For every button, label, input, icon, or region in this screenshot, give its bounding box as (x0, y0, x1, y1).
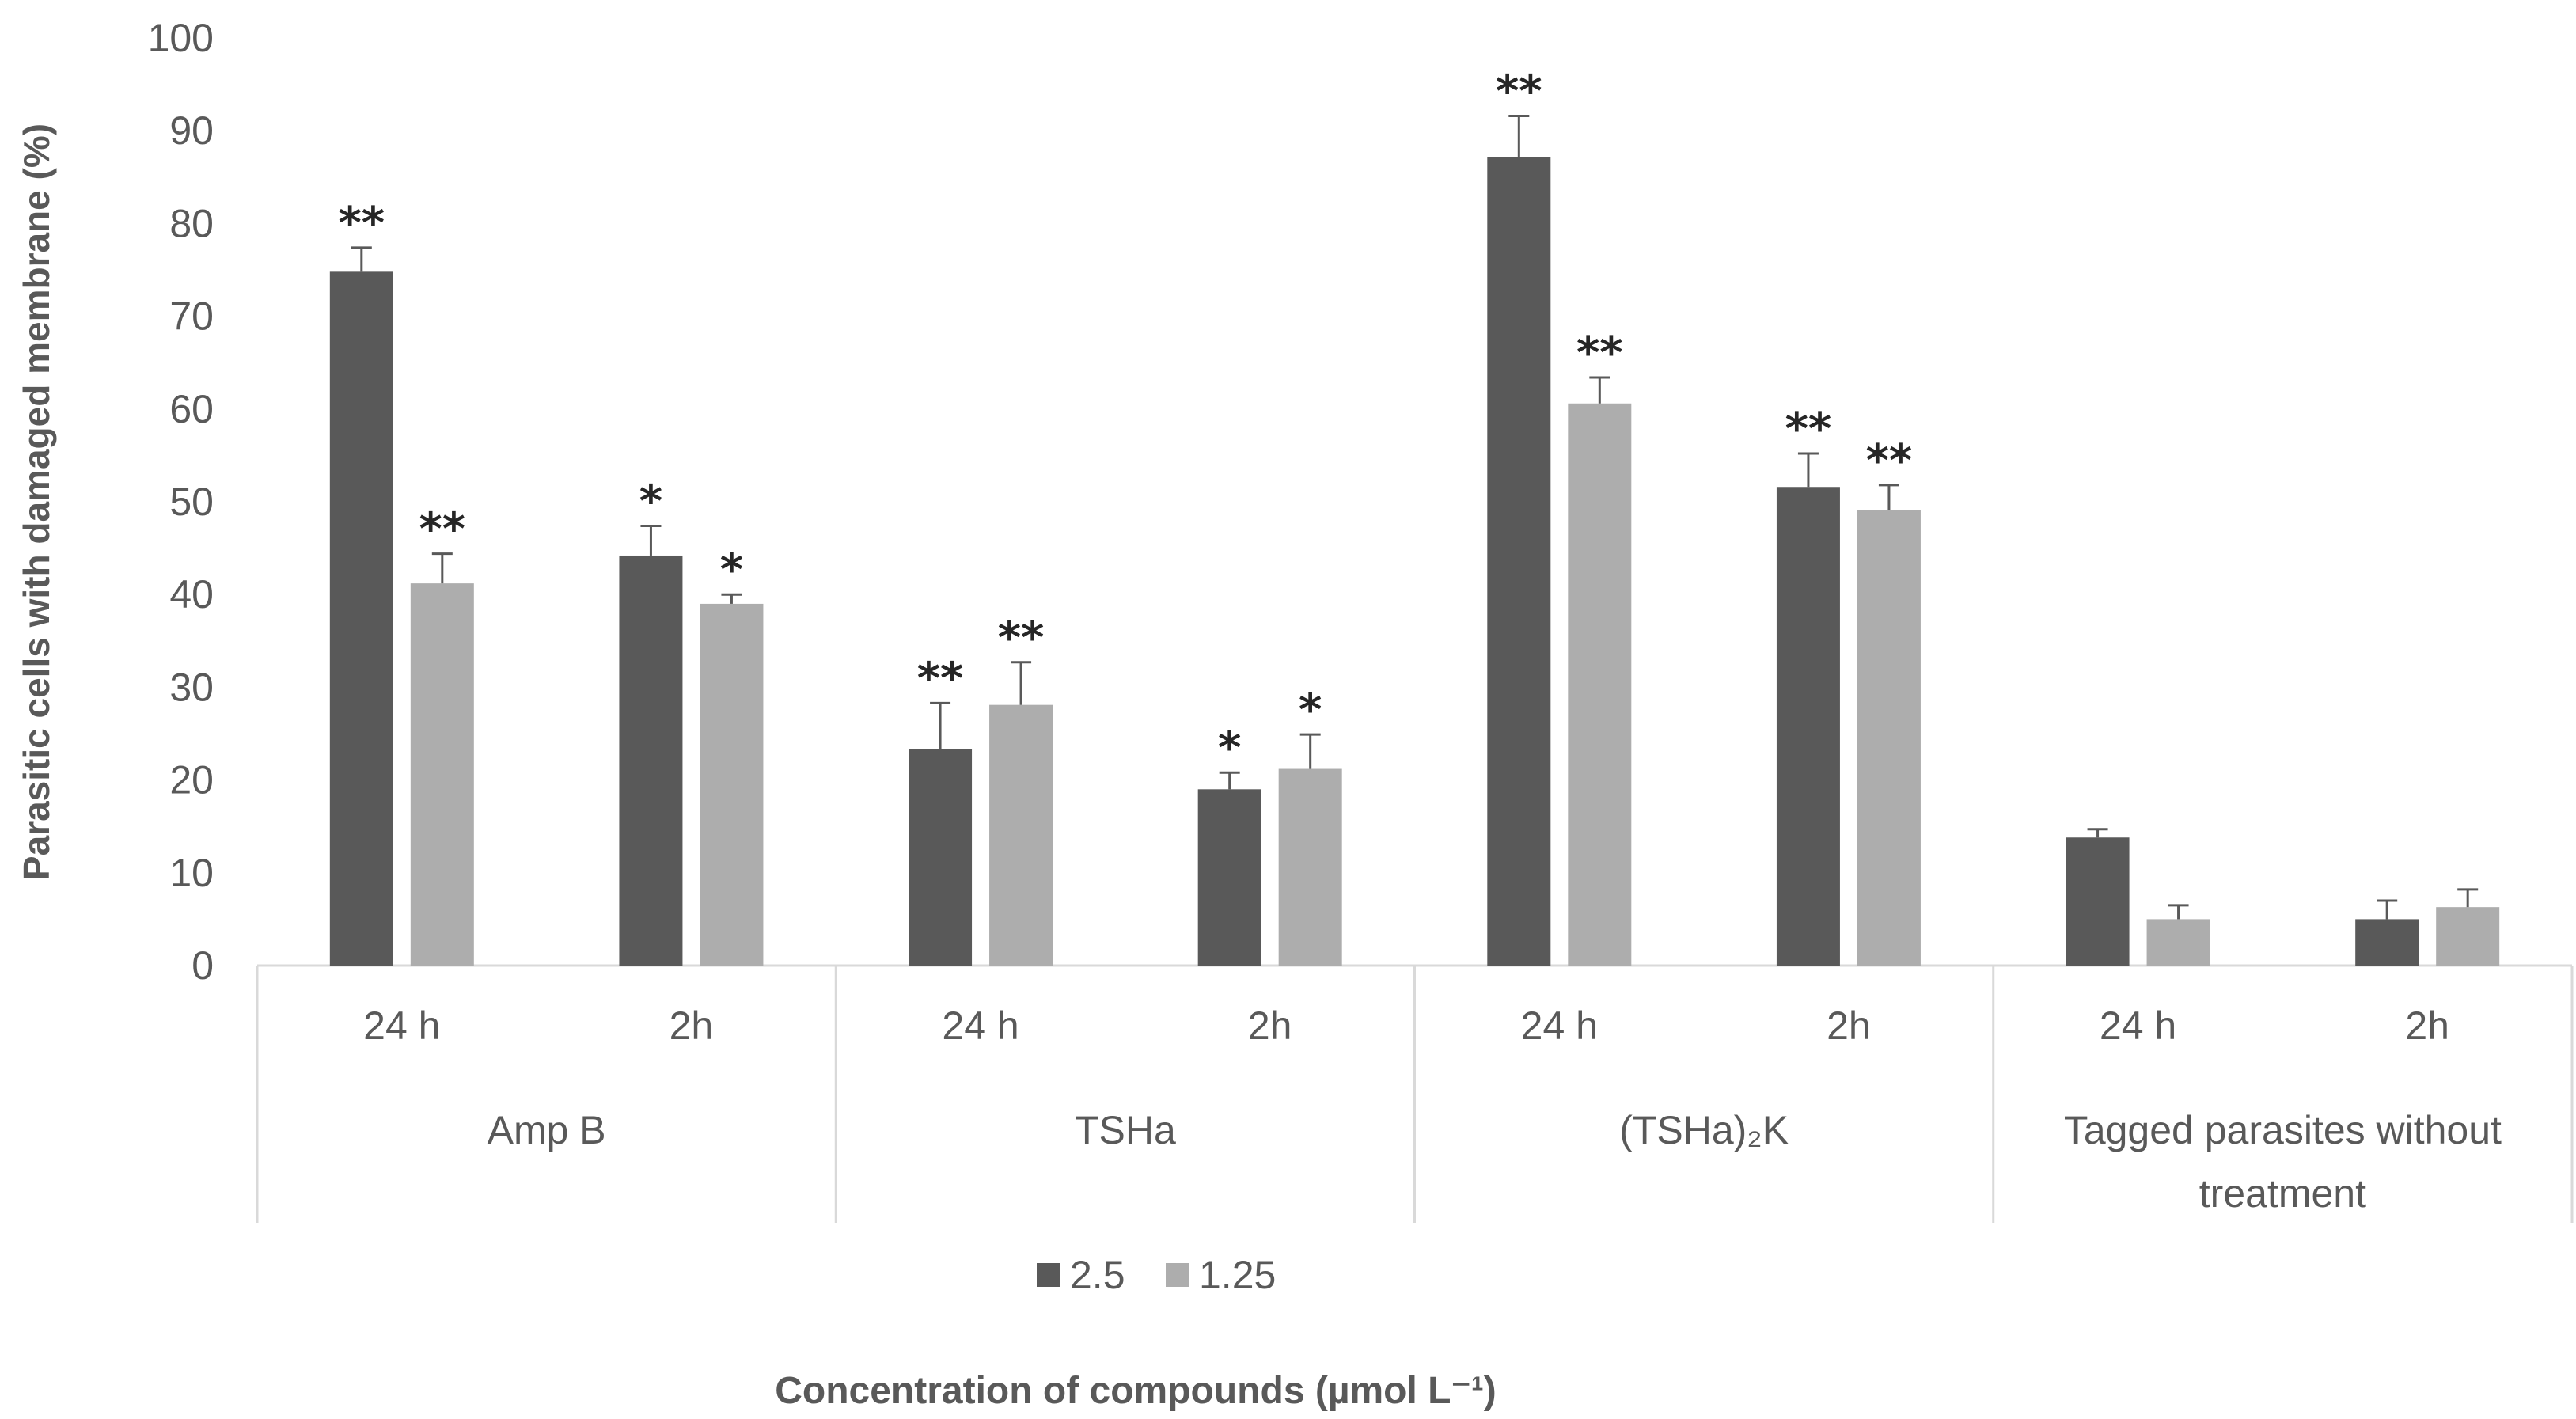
y-axis-title: Parasitic cells with damaged membrane (%… (16, 123, 57, 880)
bar-series-1.25 (700, 603, 764, 966)
x-tick-label: 24 h (363, 1004, 440, 1048)
y-tick-label: 70 (169, 294, 214, 339)
legend-label: 2.5 (1070, 1253, 1125, 1297)
group-label: Amp B (488, 1108, 606, 1152)
bar-series-1.25 (989, 704, 1053, 966)
group-label: (TSHa)₂K (1619, 1108, 1789, 1152)
significance-marker: * (1218, 723, 1241, 774)
significance-marker: ** (917, 653, 964, 704)
significance-marker: ** (1785, 404, 1832, 455)
x-tick-label: 2h (2405, 1004, 2449, 1048)
bar-series-2.5 (2066, 837, 2130, 966)
bar-series-1.25 (2146, 919, 2210, 966)
group-label: TSHa (1075, 1108, 1176, 1152)
error-bars (351, 114, 2479, 920)
legend-swatch (1037, 1263, 1060, 1287)
y-tick-label: 20 (169, 758, 214, 802)
significance-marker: ** (998, 613, 1045, 664)
y-tick-label: 50 (169, 480, 214, 524)
group-label: Tagged parasites without (2064, 1108, 2502, 1152)
y-tick-label: 90 (169, 108, 214, 153)
legend: 2.5 1.25 (1037, 1253, 1276, 1297)
bar-series-2.5 (909, 749, 973, 966)
y-tick-label: 30 (169, 665, 214, 709)
bar-series-1.25 (1278, 768, 1342, 966)
y-tick-label: 0 (192, 943, 214, 988)
bar-series-2.5 (329, 271, 393, 966)
bars (329, 157, 2500, 966)
bar-series-1.25 (1568, 403, 1632, 966)
x-tick-label: 24 h (2100, 1004, 2176, 1048)
legend-swatch (1166, 1263, 1189, 1287)
x-axis-title: Concentration of compounds (µmol L⁻¹) (775, 1370, 1497, 1412)
legend-label: 1.25 (1199, 1253, 1276, 1297)
x-tick-label: 24 h (1521, 1004, 1598, 1048)
significance-marker: ** (1576, 328, 1623, 379)
significance-marker: * (720, 544, 743, 596)
bar-series-2.5 (619, 555, 683, 966)
significance-marker: ** (419, 504, 466, 556)
significance-markers: ******************** (339, 66, 1913, 774)
y-tick-label: 40 (169, 572, 214, 617)
significance-marker: * (639, 476, 662, 527)
y-tick-label: 10 (169, 851, 214, 895)
x-tick-label: 2h (670, 1004, 714, 1048)
axis-labels: 24 h 2h Amp B 24 h 2h TSHa 24 h 2h (TSHa)₂K 24 h 2… (16, 123, 2502, 1412)
significance-marker: ** (339, 198, 385, 249)
bar-series-1.25 (2436, 907, 2500, 966)
y-tick-label: 60 (169, 387, 214, 431)
group-label: treatment (2199, 1171, 2366, 1216)
significance-marker: ** (1866, 435, 1913, 487)
significance-marker: ** (1496, 66, 1542, 117)
y-tick-label: 80 (169, 201, 214, 245)
y-tick-label: 100 (148, 16, 214, 60)
significance-marker: * (1299, 685, 1322, 736)
bar-series-2.5 (2355, 919, 2419, 966)
axes: 0 10 20 30 40 50 60 70 80 90 100 (148, 16, 2574, 1223)
bar-series-1.25 (410, 583, 474, 966)
x-tick-label: 2h (1827, 1004, 1871, 1048)
bar-series-2.5 (1197, 789, 1261, 966)
bar-series-2.5 (1487, 157, 1551, 966)
bar-series-1.25 (1857, 510, 1921, 966)
x-tick-label: 2h (1248, 1004, 1292, 1048)
bar-series-2.5 (1776, 487, 1840, 966)
x-tick-label: 24 h (942, 1004, 1019, 1048)
